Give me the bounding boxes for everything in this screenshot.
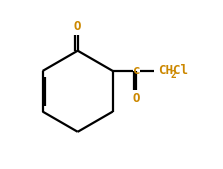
Text: c: c (133, 65, 140, 77)
Text: O: O (133, 92, 140, 105)
Text: CHCl: CHCl (159, 65, 188, 77)
Text: 2: 2 (171, 70, 176, 80)
Text: O: O (74, 20, 81, 33)
